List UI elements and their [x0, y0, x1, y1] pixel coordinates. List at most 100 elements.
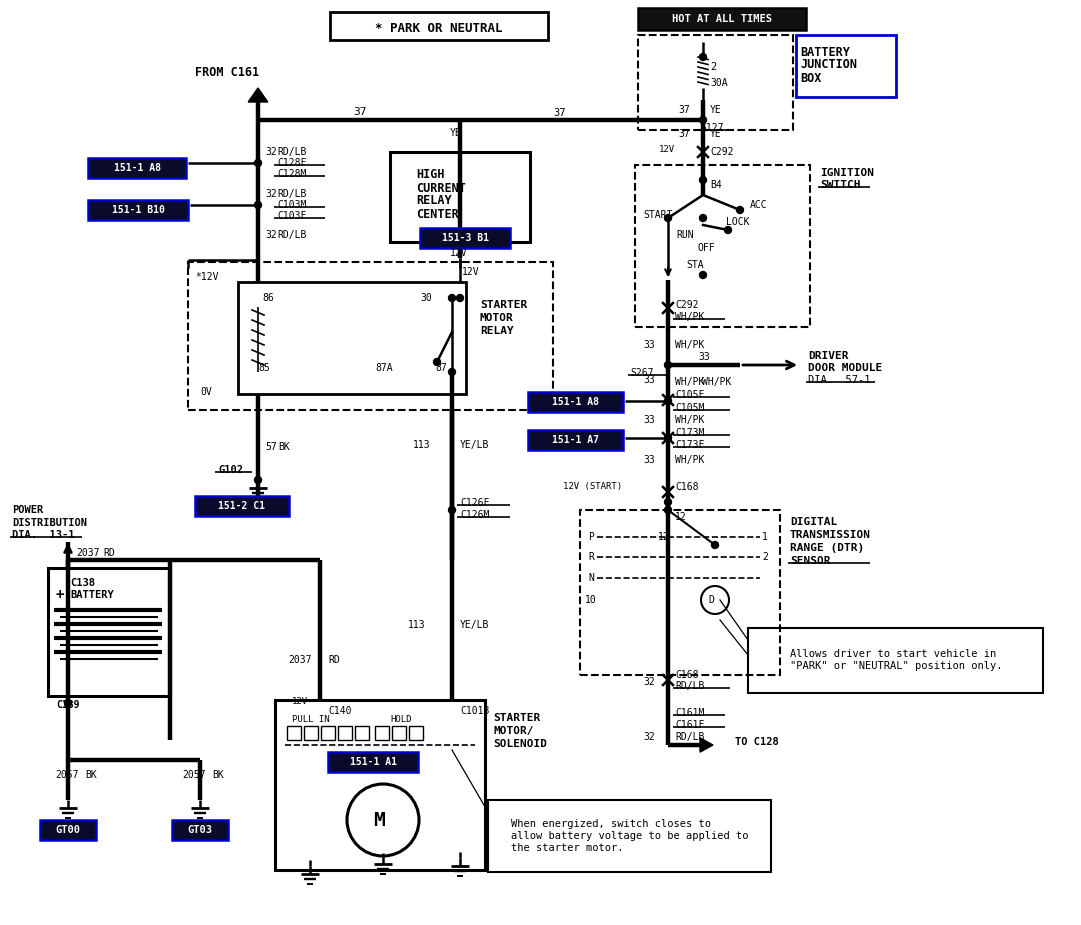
Circle shape: [665, 507, 671, 513]
Circle shape: [65, 699, 71, 707]
Text: C128F: C128F: [277, 158, 306, 168]
Bar: [638, 35, 793, 130]
Text: G102: G102: [218, 465, 243, 475]
Text: 2037: 2037: [76, 548, 99, 558]
Circle shape: [665, 499, 671, 505]
Text: N: N: [588, 573, 593, 583]
Text: GT00: GT00: [55, 825, 80, 835]
Text: 37: 37: [678, 105, 690, 115]
Text: RUN: RUN: [676, 230, 694, 240]
Circle shape: [736, 206, 744, 214]
Text: CURRENT: CURRENT: [416, 181, 466, 194]
Text: C126M: C126M: [461, 510, 490, 520]
Text: C292: C292: [710, 147, 734, 157]
Text: CENTER: CENTER: [416, 207, 458, 220]
Bar: [338, 726, 352, 740]
Text: C126F: C126F: [461, 498, 490, 508]
Text: S267: S267: [630, 368, 654, 378]
Bar: [88, 158, 186, 178]
Text: A: A: [715, 737, 721, 747]
Text: 30A: 30A: [710, 78, 728, 88]
Text: 2057: 2057: [182, 770, 205, 780]
Text: C103M: C103M: [277, 200, 306, 210]
Text: JUNCTION: JUNCTION: [800, 58, 857, 71]
Bar: [375, 726, 389, 740]
Text: 37: 37: [678, 129, 690, 139]
Text: C161M: C161M: [675, 708, 705, 718]
Text: C105M: C105M: [675, 403, 705, 413]
Polygon shape: [249, 88, 268, 102]
Text: RELAY: RELAY: [480, 326, 513, 336]
Text: C139: C139: [56, 700, 80, 710]
Text: 37: 37: [353, 107, 366, 117]
Bar: [304, 726, 318, 740]
Text: M: M: [373, 810, 385, 830]
Text: LOCK: LOCK: [726, 217, 749, 227]
Bar: [409, 726, 423, 740]
Text: B4: B4: [710, 180, 722, 190]
Text: 12V: 12V: [659, 145, 675, 154]
Bar: [48, 568, 170, 696]
Text: 2057: 2057: [55, 770, 79, 780]
Text: 32: 32: [643, 732, 655, 742]
Text: FROM C161: FROM C161: [195, 66, 259, 79]
Text: RD: RD: [103, 548, 115, 558]
Text: BOX: BOX: [800, 71, 822, 84]
Text: DRIVER: DRIVER: [808, 351, 849, 361]
Text: 87: 87: [435, 363, 446, 373]
Bar: [88, 200, 188, 220]
Text: TRANSMISSION: TRANSMISSION: [790, 530, 871, 540]
Text: RD/LB: RD/LB: [277, 230, 306, 240]
Circle shape: [665, 435, 671, 441]
Text: 151-2 C1: 151-2 C1: [218, 501, 266, 511]
Bar: [748, 628, 1043, 693]
Text: TO C128: TO C128: [735, 737, 778, 747]
Text: RD/LB: RD/LB: [675, 732, 705, 742]
Text: BATTERY: BATTERY: [70, 590, 114, 600]
Bar: [195, 496, 289, 516]
Text: RANGE (DTR): RANGE (DTR): [790, 543, 864, 553]
Bar: [635, 165, 810, 327]
Text: DIA.  13-1: DIA. 13-1: [12, 530, 75, 540]
Text: R: R: [588, 552, 593, 562]
Circle shape: [433, 359, 440, 365]
Text: C140: C140: [328, 706, 351, 716]
Text: 86: 86: [262, 293, 273, 303]
Text: 12: 12: [658, 532, 670, 542]
Bar: [390, 152, 530, 242]
Text: 12: 12: [675, 512, 686, 522]
Circle shape: [724, 227, 732, 233]
Text: 85: 85: [258, 363, 270, 373]
Text: GT03: GT03: [187, 825, 213, 835]
Bar: [40, 820, 96, 840]
Circle shape: [699, 215, 707, 221]
Bar: [328, 752, 418, 772]
Text: HOLD: HOLD: [390, 716, 412, 724]
Text: POWER: POWER: [12, 505, 43, 515]
Text: 37: 37: [553, 108, 566, 118]
Text: RD: RD: [328, 655, 339, 665]
Text: STARTER: STARTER: [480, 300, 528, 310]
Text: C161F: C161F: [675, 720, 705, 730]
Text: 33: 33: [698, 352, 710, 362]
Text: RELAY: RELAY: [416, 194, 452, 207]
Text: 32: 32: [265, 147, 277, 157]
Text: START: START: [643, 210, 672, 220]
Text: C292: C292: [675, 300, 698, 310]
Text: 57: 57: [265, 442, 277, 452]
Circle shape: [665, 398, 671, 404]
Bar: [638, 8, 806, 30]
Circle shape: [699, 272, 707, 278]
Text: 151-1 A7: 151-1 A7: [552, 435, 599, 445]
Text: 10: 10: [585, 595, 597, 605]
Text: SOLENOID: SOLENOID: [493, 739, 547, 749]
Text: WH/PK: WH/PK: [675, 377, 705, 387]
Text: 33: 33: [643, 415, 655, 425]
Text: 32: 32: [265, 230, 277, 240]
Polygon shape: [700, 738, 713, 752]
Text: D: D: [708, 595, 713, 605]
Text: IGNITION: IGNITION: [820, 168, 875, 178]
Text: 33: 33: [643, 455, 655, 465]
Circle shape: [711, 541, 719, 549]
Text: C173M: C173M: [675, 428, 705, 438]
